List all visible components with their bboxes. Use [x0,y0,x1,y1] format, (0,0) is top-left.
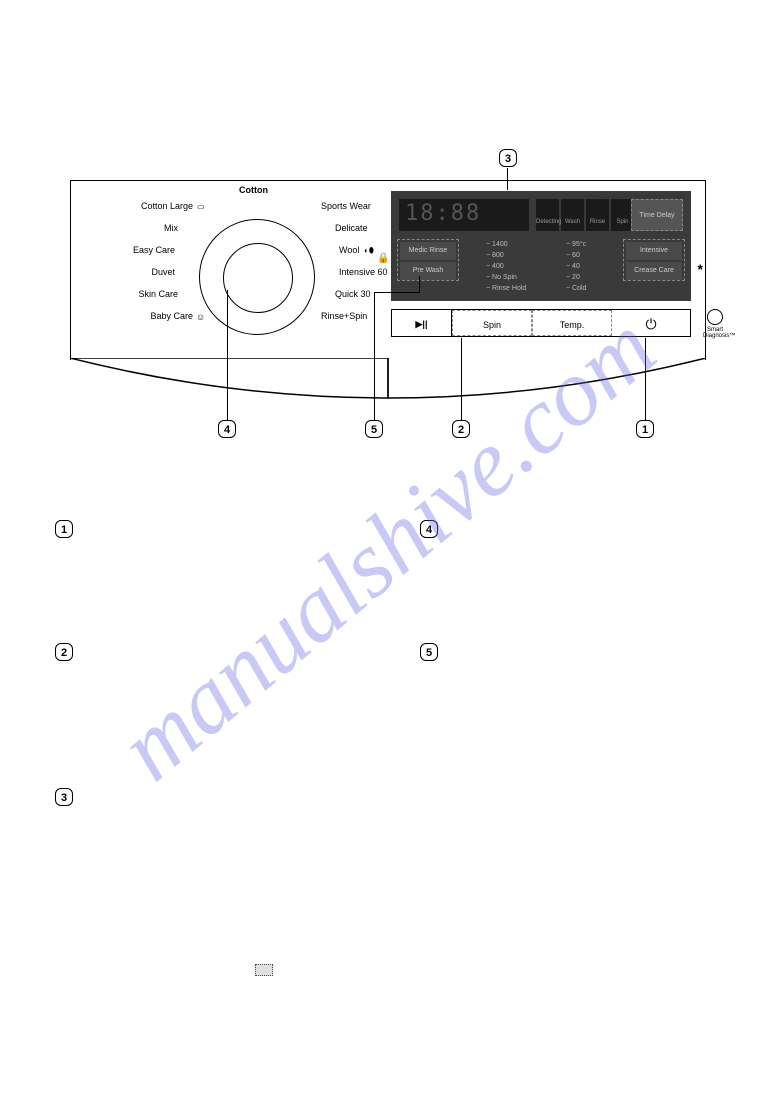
crease-care-button[interactable]: Crease Care [626,262,682,280]
callout-2: 2 [452,420,470,438]
dial-label-right: Wool [339,245,359,255]
status-icons: Detecting Wash Rinse Spin [536,199,634,231]
control-panel: Cotton Cotton Large ▭ Mix Easy Care Duve… [70,180,706,360]
power-button[interactable]: ⏻ [612,310,690,336]
leader-line [227,290,228,420]
dial-label-left: Skin Care [138,289,178,299]
spin-led-list: 1400 800 400 No Spin Rinse Hold [486,239,526,294]
dial-label-top: Cotton [239,185,268,195]
temp-led-list: 95°c 60 40 20 Cold [566,239,586,294]
pre-wash-button[interactable]: Pre Wash [400,262,456,280]
program-dial[interactable] [199,219,315,335]
dial-knob[interactable] [223,243,293,313]
lcd-display: 18:88 [399,199,529,231]
dial-label-left: Easy Care [133,245,175,255]
desc-callout-2: 2 [55,643,73,661]
lcd-time: 18:88 [399,199,529,228]
medic-rinse-button[interactable]: Medic Rinse [400,242,456,260]
callout-4: 4 [218,420,236,438]
leader-line [374,292,419,293]
dial-label-left: Duvet [151,267,175,277]
play-pause-button[interactable]: ▶|| [392,310,452,336]
dial-label-left: Cotton Large [141,201,193,211]
status-icon: Wash [561,199,584,231]
spin-button[interactable]: Spin [452,310,532,336]
time-delay-button[interactable]: Time Delay [631,199,683,231]
desc-callout-3: 3 [55,788,73,806]
callout-5: 5 [365,420,383,438]
callout-3-top: 3 [499,149,517,167]
small-inline-box [255,964,273,976]
dial-label-right: Sports Wear [321,201,371,211]
desc-callout-5: 5 [420,643,438,661]
button-row: ▶|| Spin Temp. ⏻ [391,309,691,337]
temp-button[interactable]: Temp. [532,310,612,336]
leader-line [374,292,375,420]
dial-label-left: Baby Care [150,311,193,321]
desc-callout-1: 1 [55,520,73,538]
lock-icon: 🔒 [377,253,389,264]
status-icon: Rinse [586,199,609,231]
asterisk-mark: * [698,261,703,277]
dial-label-left: Mix [164,223,178,233]
display-panel: ★ Press & Hold 3 sec. for Tub Clean Func… [391,191,691,301]
desc-callout-4: 4 [420,520,438,538]
leader-line [461,338,462,420]
panel-bottom-curve [70,358,706,408]
status-icon: Detecting [536,199,559,231]
dial-label-right: Quick 30 [335,289,371,299]
intensive-button[interactable]: Intensive [626,242,682,260]
dial-label-right: Rinse+Spin [321,311,367,321]
callout-1: 1 [636,420,654,438]
dial-label-right: Intensive 60 [339,267,388,277]
smart-diagnosis-icon: Smart Diagnosis™ [703,309,727,339]
leader-line [419,276,420,293]
leader-line [645,338,646,420]
dial-label-right: Delicate [335,223,368,233]
leader-line [507,168,508,190]
